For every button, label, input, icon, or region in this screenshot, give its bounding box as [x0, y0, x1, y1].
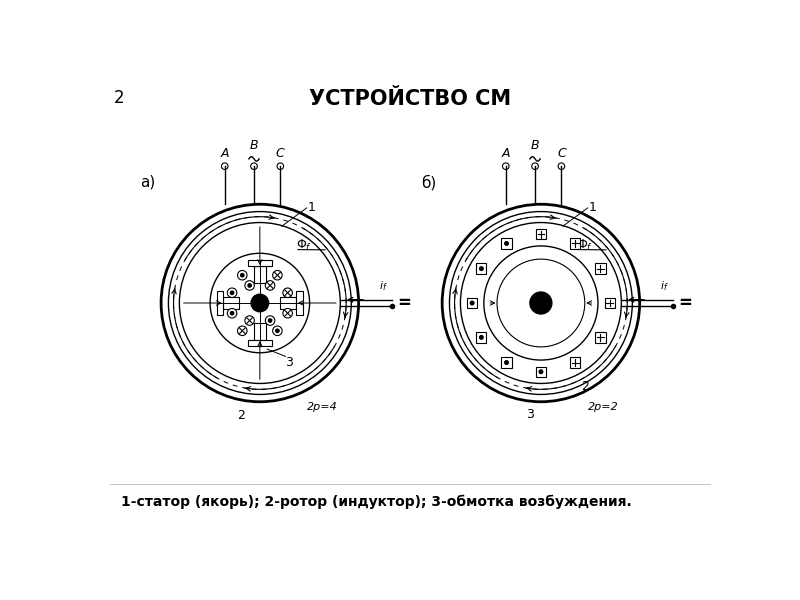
Circle shape — [539, 370, 542, 374]
Text: A: A — [502, 147, 510, 160]
Circle shape — [497, 259, 585, 347]
Text: 3: 3 — [526, 407, 534, 421]
Circle shape — [266, 316, 275, 325]
Text: 1: 1 — [307, 202, 315, 214]
Circle shape — [248, 284, 251, 287]
Circle shape — [251, 294, 269, 312]
Text: $\Phi_f$: $\Phi_f$ — [297, 238, 313, 253]
Text: 2: 2 — [581, 380, 589, 393]
Circle shape — [266, 281, 275, 290]
Text: 2p=4: 2p=4 — [307, 402, 338, 412]
Text: =: = — [678, 294, 692, 312]
Circle shape — [479, 335, 483, 339]
Bar — [254, 266, 266, 283]
Text: 3: 3 — [286, 356, 294, 370]
Text: B: B — [530, 139, 539, 152]
Text: $i_f$: $i_f$ — [660, 279, 669, 293]
Text: C: C — [276, 147, 285, 160]
Circle shape — [505, 242, 508, 245]
Circle shape — [269, 319, 272, 322]
FancyBboxPatch shape — [502, 358, 512, 368]
Bar — [297, 291, 303, 315]
Text: $i_f$: $i_f$ — [379, 279, 388, 293]
Text: $\Phi_f$: $\Phi_f$ — [578, 238, 594, 253]
Circle shape — [479, 267, 483, 271]
Circle shape — [273, 271, 282, 280]
Circle shape — [283, 308, 293, 318]
FancyBboxPatch shape — [502, 238, 512, 248]
Bar — [254, 323, 266, 340]
Circle shape — [241, 274, 244, 277]
FancyBboxPatch shape — [595, 332, 606, 343]
Text: B: B — [250, 139, 258, 152]
Bar — [248, 340, 271, 346]
FancyBboxPatch shape — [476, 332, 486, 343]
Circle shape — [245, 316, 254, 325]
FancyBboxPatch shape — [536, 367, 546, 377]
Circle shape — [484, 246, 598, 360]
FancyBboxPatch shape — [595, 263, 606, 274]
Text: A: A — [221, 147, 229, 160]
Text: =: = — [398, 294, 411, 312]
Circle shape — [505, 361, 508, 364]
Circle shape — [230, 311, 234, 315]
Circle shape — [530, 292, 552, 314]
Bar — [280, 297, 297, 309]
Circle shape — [238, 271, 247, 280]
Bar — [248, 260, 271, 266]
FancyBboxPatch shape — [476, 263, 486, 274]
Text: УСТРОЙСТВО СМ: УСТРОЙСТВО СМ — [309, 89, 511, 109]
Circle shape — [210, 253, 310, 353]
Circle shape — [283, 288, 293, 298]
Circle shape — [230, 291, 234, 295]
FancyBboxPatch shape — [467, 298, 478, 308]
Text: 2: 2 — [238, 409, 246, 422]
FancyBboxPatch shape — [536, 229, 546, 239]
FancyBboxPatch shape — [605, 298, 614, 308]
Circle shape — [227, 308, 237, 318]
Text: 2: 2 — [114, 89, 124, 107]
Text: 1: 1 — [589, 202, 596, 214]
Circle shape — [245, 281, 254, 290]
FancyBboxPatch shape — [570, 358, 581, 368]
Circle shape — [276, 329, 279, 332]
Circle shape — [470, 301, 474, 305]
Text: б): б) — [421, 175, 436, 190]
Text: а): а) — [140, 175, 155, 190]
Circle shape — [238, 326, 247, 335]
Text: C: C — [557, 147, 566, 160]
Bar — [217, 291, 223, 315]
Text: 1-статор (якорь); 2-ротор (индуктор); 3-обмотка возбуждения.: 1-статор (якорь); 2-ротор (индуктор); 3-… — [122, 494, 632, 509]
Circle shape — [227, 288, 237, 298]
FancyBboxPatch shape — [570, 238, 581, 248]
Circle shape — [273, 326, 282, 335]
Text: 2p=2: 2p=2 — [589, 402, 619, 412]
Bar — [223, 297, 239, 309]
